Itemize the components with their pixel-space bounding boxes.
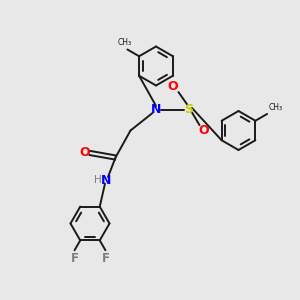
Text: N: N <box>151 103 161 116</box>
Text: F: F <box>101 252 110 265</box>
Text: O: O <box>168 80 178 94</box>
Text: N: N <box>101 173 112 187</box>
Text: O: O <box>199 124 209 137</box>
Text: CH₃: CH₃ <box>118 38 132 47</box>
Text: O: O <box>79 146 90 160</box>
Text: S: S <box>184 103 194 116</box>
Text: F: F <box>70 252 79 265</box>
Text: CH₃: CH₃ <box>268 103 283 112</box>
Text: H: H <box>94 175 101 185</box>
